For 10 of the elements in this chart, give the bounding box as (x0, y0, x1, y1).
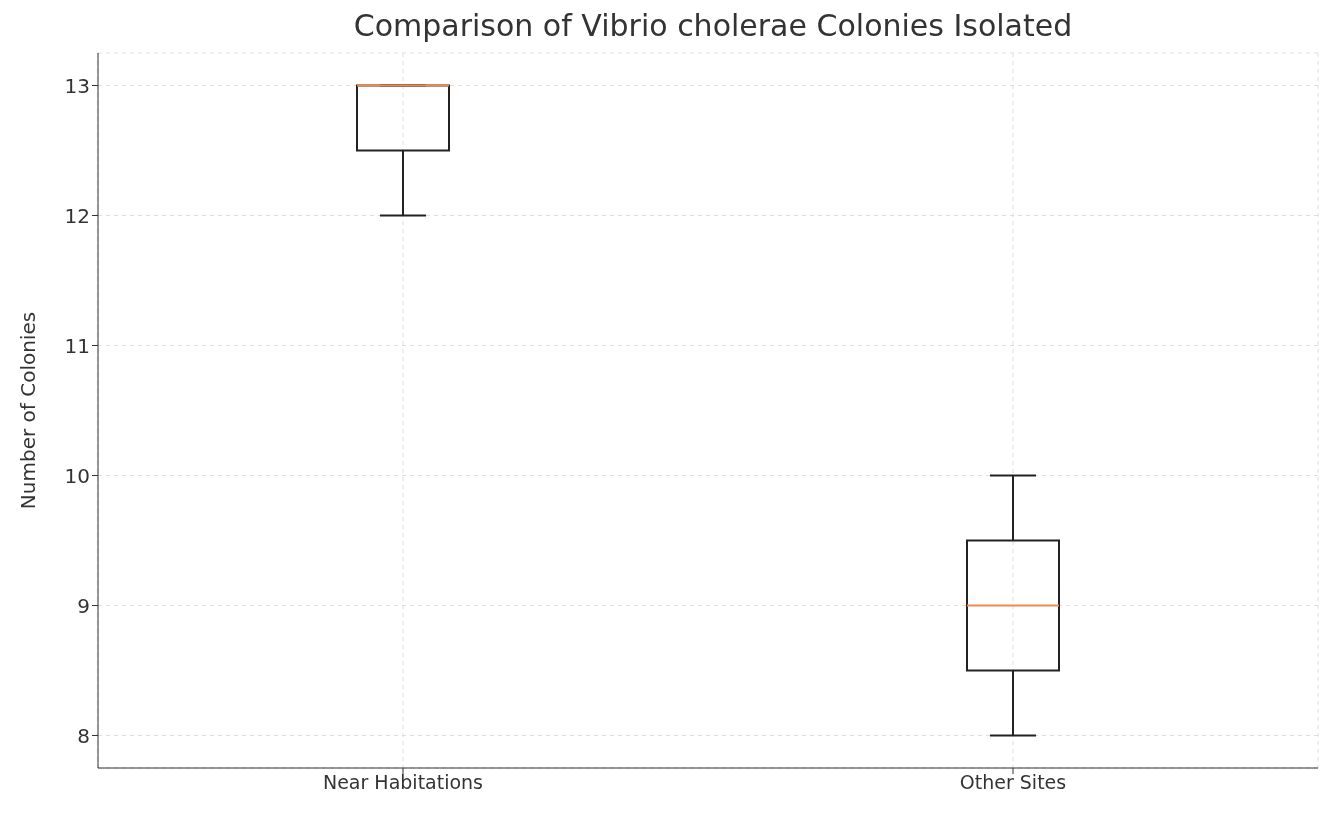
y-axis-title: Number of Colonies (16, 311, 41, 510)
y-tick-label: 9 (77, 593, 90, 618)
y-tick-label: 11 (64, 333, 90, 358)
y-tick-label: 8 (77, 723, 90, 748)
x-tick-label: Other Sites (959, 771, 1067, 794)
chart-title: Comparison of Vibrio cholerae Colonies Isolated (353, 8, 1073, 43)
y-tick-label: 10 (64, 463, 90, 488)
y-tick-label: 12 (64, 203, 90, 228)
y-tick-label: 13 (64, 73, 90, 98)
x-tick-label: Near Habitations (322, 771, 484, 794)
